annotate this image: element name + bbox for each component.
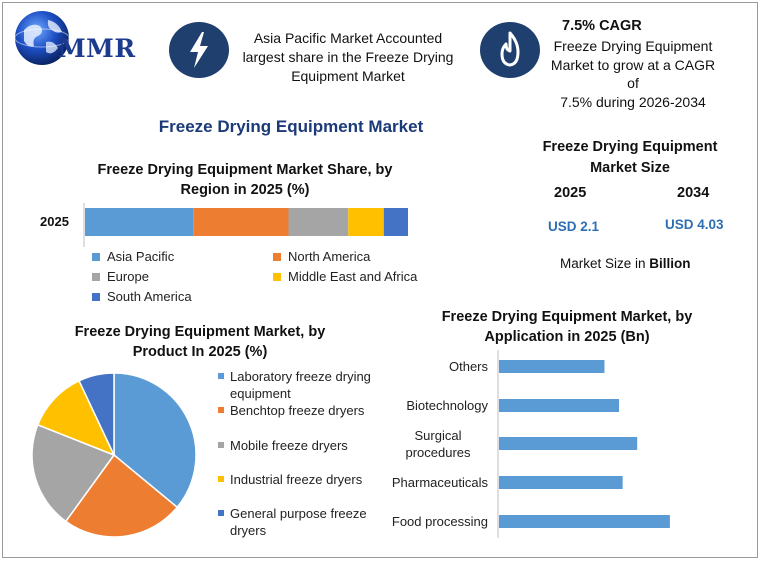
legend-swatch [218,407,224,413]
legend-middle-east-africa: Middle East and Africa [273,269,417,284]
product-chart-title: Freeze Drying Equipment Market, by Produ… [45,322,355,362]
legend-label: North America [288,249,371,264]
product-title-line-2: Product In 2025 (%) [132,344,268,360]
legend-swatch [218,373,224,379]
legend-asia-pacific: Asia Pacific [92,249,174,264]
app-label-line: Food processing [391,514,488,529]
pie-legend-item: Mobile freeze dryers [218,437,348,454]
application-title-line-1: Freeze Drying Equipment Market, by [441,309,693,325]
legend-swatch [92,272,100,281]
pie-legend-item: Benchtop freeze dryers [218,402,365,419]
app-label-line: Pharmaceuticals [391,475,488,490]
region-title-line-2: Region in 2025 (%) [180,182,310,198]
region-bar-segment [288,208,349,236]
region-stacked-bar-chart [83,203,408,247]
product-pie-chart [31,372,197,538]
region-title-line-1: Freeze Drying Equipment Market Share, by [97,162,393,178]
legend-label: South America [107,289,192,304]
legend-south-america: South America [92,289,192,304]
highlight-2-line-1: Freeze Drying Equipment [553,38,713,54]
application-bar [499,437,638,450]
product-title-line-1: Freeze Drying Equipment Market, by [74,324,326,340]
pie-legend-item: Laboratory freeze drying equipment [218,368,371,402]
flame-icon [500,31,520,67]
app-label-pharmaceuticals: Pharmaceuticals [380,474,488,491]
pie-slice [64,453,179,538]
legend-swatch [273,272,281,281]
highlight-text-1: Asia Pacific Market Accounted largest sh… [232,29,464,86]
app-label-line: Biotechnology [406,398,488,413]
pie-slice [31,423,116,523]
legend-europe: Europe [92,269,149,284]
pie-slice [78,372,115,456]
app-label-line: Surgical [414,428,462,443]
cagr-title: 7.5% CAGR [562,18,642,34]
application-chart-title: Freeze Drying Equipment Market, by Appli… [412,307,722,347]
highlight-icon-circle-2 [480,22,540,78]
legend-swatch [218,476,224,482]
pie-slice [113,372,197,509]
pie-legend-label: Industrial freeze dryers [230,472,363,487]
pie-legend-label-2: dryers [230,523,267,538]
application-bar [499,515,670,528]
region-bar-segment [383,208,408,236]
application-bar [499,476,623,489]
application-bar [499,360,605,373]
pie-slice [36,379,116,457]
market-size-title-line-1: Freeze Drying Equipment [542,139,718,155]
application-title-line-2: Application in 2025 (Bn) [484,329,650,345]
app-label-others: Others [380,358,488,375]
legend-label: Europe [107,269,149,284]
pie-legend-label: Mobile freeze dryers [230,438,348,453]
pie-legend-label: Laboratory freeze drying [230,369,371,384]
pie-legend-item: Industrial freeze dryers [218,471,363,488]
market-size-value-2: USD 4.03 [665,217,724,232]
region-category-label: 2025 [40,214,69,229]
highlight-1-line-2: largest share in the Freeze Drying [242,49,454,65]
pie-legend-label: General purpose freeze [230,506,367,521]
pie-legend-item: General purpose freeze dryers [218,505,367,539]
highlight-icon-circle [169,22,229,78]
region-bar-segment [85,208,194,236]
application-bar-chart [497,350,670,538]
app-label-biotechnology: Biotechnology [380,397,488,414]
legend-swatch [273,252,281,261]
market-size-unit-bold: Billion [649,256,691,271]
legend-north-america: North America [273,249,370,264]
region-bar-segment [193,208,289,236]
legend-swatch [92,292,100,301]
logo-text: MMR [58,34,136,63]
market-size-value-1: USD 2.1 [548,219,600,234]
pie-legend-label-2: equipment [230,386,291,401]
app-label-line-2: procedures [405,445,471,460]
market-size-year-1: 2025 [554,185,587,201]
application-bar [499,399,619,412]
legend-swatch [218,442,224,448]
highlight-2-line-2: Market to grow at a CAGR of [550,56,716,92]
app-label-line: Others [448,359,488,374]
pie-legend-label: Benchtop freeze dryers [230,403,365,418]
legend-swatch [92,252,100,261]
highlight-1-line-1: Asia Pacific Market Accounted [253,30,443,46]
market-size-year-2: 2034 [677,185,710,201]
market-size-title: Freeze Drying Equipment Market Size [530,137,730,179]
main-title: Freeze Drying Equipment Market [158,117,424,136]
legend-label: Middle East and Africa [288,269,418,284]
legend-swatch [218,510,224,516]
region-chart-title: Freeze Drying Equipment Market Share, by… [60,160,430,200]
app-label-surgical-procedures: Surgical procedures [380,427,488,461]
highlight-text-2: Freeze Drying Equipment Market to grow a… [544,37,722,111]
legend-label: Asia Pacific [107,249,175,264]
region-bar-segment [348,208,384,236]
highlight-2-line-3: 7.5% during 2026-2034 [560,93,706,110]
globe-icon [14,11,70,65]
market-size-unit: Market Size in Billion [560,256,691,271]
highlight-1-line-3: Equipment Market [291,68,405,84]
lightning-icon [190,32,208,68]
app-label-food-processing: Food processing [380,513,488,530]
market-size-unit-prefix: Market Size in [560,256,646,271]
market-size-title-line-2: Market Size [590,160,670,176]
